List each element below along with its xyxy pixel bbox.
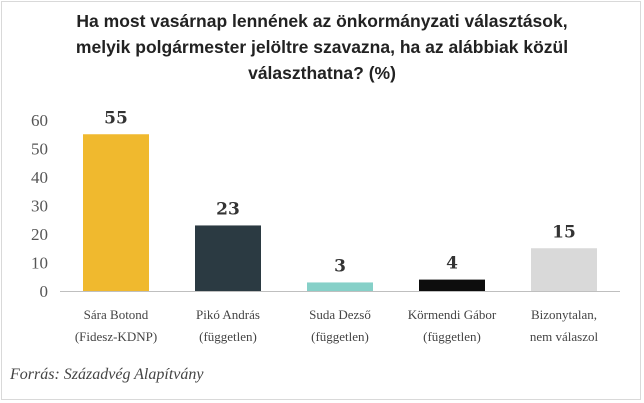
bar [531, 248, 597, 291]
chart-title-line-2: melyik polgármester jelöltre szavazna, h… [75, 37, 569, 57]
bar [83, 134, 149, 291]
bar [419, 279, 485, 291]
category-label: Pikó András [196, 307, 260, 322]
bar [307, 282, 373, 291]
category-label: (független) [199, 329, 257, 344]
y-tick-label: 50 [31, 140, 48, 159]
category-label: Sára Botond [84, 307, 149, 322]
chart-title-line-1: Ha most vasárnap lennének az önkormányza… [76, 11, 568, 31]
category-label: (független) [311, 329, 369, 344]
bar-value-label: 4 [446, 254, 458, 274]
category-label: (Fidesz-KDNP) [75, 329, 157, 344]
category-label: Suda Dezső [309, 307, 371, 322]
bar-value-label: 23 [216, 199, 240, 219]
bar-value-label: 3 [334, 256, 346, 276]
category-label: (független) [423, 329, 481, 344]
y-tick-label: 30 [31, 197, 48, 216]
bar [195, 225, 261, 291]
y-tick-label: 20 [31, 225, 48, 244]
source-note: Forrás: Századvég Alapítvány [10, 366, 204, 383]
bar-value-label: 55 [104, 108, 128, 128]
chart-title-line-3: választhatna? (%) [248, 63, 396, 83]
y-tick-label: 10 [31, 254, 48, 273]
y-tick-label: 60 [31, 111, 48, 130]
y-tick-label: 40 [31, 168, 48, 187]
category-label: Bizonytalan, [531, 307, 597, 322]
chart-title: Ha most vasárnap lennének az önkormányza… [0, 8, 644, 86]
category-label: Körmendi Gábor [408, 307, 497, 322]
y-tick-label: 0 [40, 282, 49, 301]
category-label: nem válaszol [530, 329, 599, 344]
bar-value-label: 15 [552, 222, 576, 242]
